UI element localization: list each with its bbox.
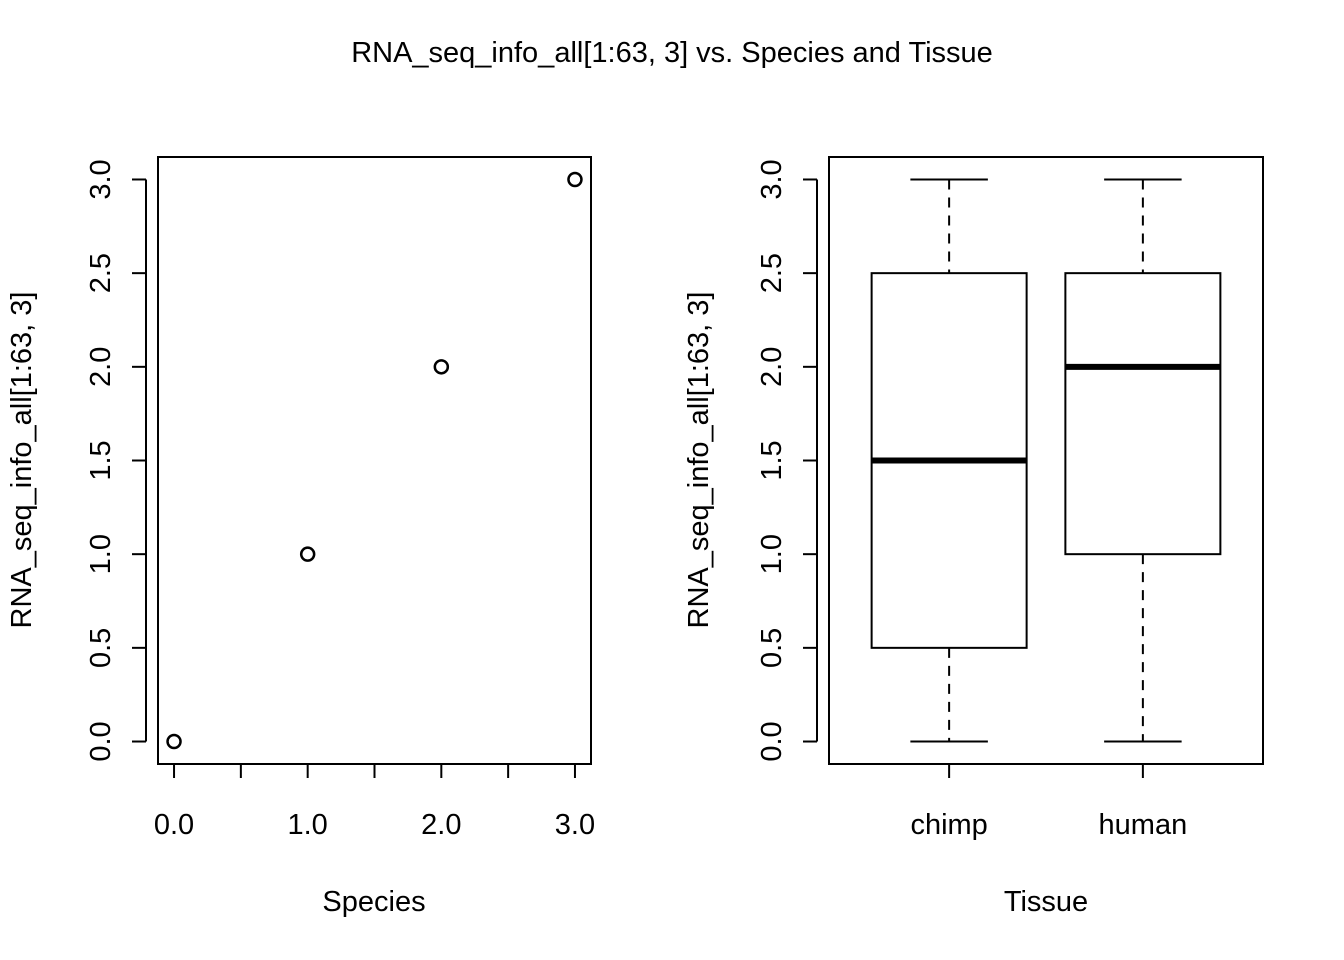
x-tick-label: 2.0 [421,809,461,841]
x-tick-label: 1.0 [288,809,328,841]
boxplot-y-axis: 0.0 0.5 1.0 1.5 2.0 2.5 3.0 [756,159,818,762]
scatter-point [299,546,316,562]
x-tick-label: human [1099,809,1188,841]
scatter-x-axis: 0.0 1.0 2.0 3.0 [154,763,595,841]
y-tick-label: 1.5 [85,440,117,480]
y-tick-label: 2.0 [756,347,788,387]
boxplot-boxes [870,178,1222,743]
y-tick-label: 2.0 [85,347,117,387]
y-tick-label: 1.0 [85,534,117,574]
scatter-plot-frame [157,156,592,765]
y-tick-label: 0.0 [756,721,788,761]
y-tick-label: 3.0 [85,159,117,199]
iqr-box [1064,272,1222,556]
y-tick-label: 3.0 [756,159,788,199]
boxplot-x-label: Tissue [1004,886,1088,918]
scatter-point [433,359,450,375]
scatter-point [166,733,182,750]
boxplot-y-label: RNA_seq_info_all[1:63, 3] [683,292,715,629]
boxplot-x-axis: chimp human [910,763,1188,841]
y-tick-label: 0.0 [85,721,117,761]
box-chimp [870,178,1028,743]
scatter-y-label: RNA_seq_info_all[1:63, 3] [6,292,38,629]
scatter-points [166,171,583,750]
y-tick-label: 1.5 [756,440,788,480]
scatter-point [567,171,583,188]
x-tick-label: 0.0 [154,809,194,841]
x-tick-label: 3.0 [555,809,595,841]
scatter-y-axis: 0.0 0.5 1.0 1.5 2.0 2.5 3.0 [85,159,147,762]
y-tick-label: 0.5 [85,628,117,668]
y-tick-label: 0.5 [756,628,788,668]
scatter-x-label: Species [322,886,425,918]
y-tick-label: 1.0 [756,534,788,574]
scatter-panel: 0.0 0.5 1.0 1.5 2.0 2.5 3.0 0.0 1.0 2.0 3.0 Speci… [6,156,595,918]
boxplot-panel: 0.00.51.01.52.02.53.0 chimp human Tissue … [683,156,1264,918]
x-tick-label: chimp [910,809,987,841]
figure-title: RNA_seq_info_all[1:63, 3] vs. Species an… [351,37,993,69]
y-tick-label: 2.5 [85,253,117,293]
y-tick-label: 2.5 [756,253,788,293]
box-human [1064,178,1222,743]
